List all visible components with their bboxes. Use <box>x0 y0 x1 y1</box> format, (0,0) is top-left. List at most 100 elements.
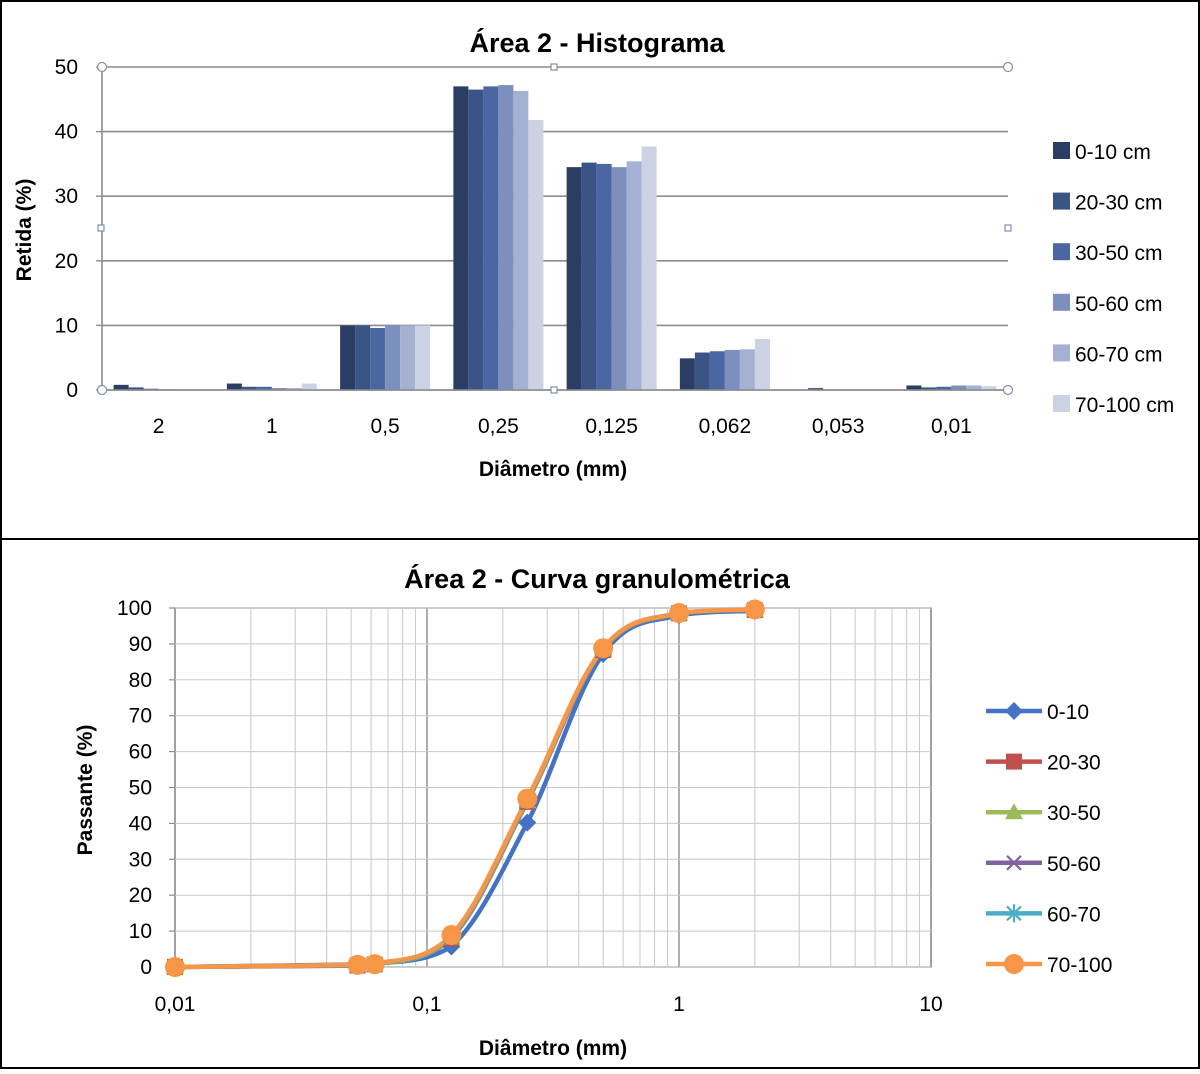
histogram-bar <box>709 351 725 390</box>
histogram-x-tick-label: 0,062 <box>699 415 752 438</box>
curve-y-axis-title: Passante (%) <box>74 725 97 856</box>
histogram-y-tick-label: 10 <box>55 314 78 337</box>
histogram-y-axis-title: Retida (%) <box>13 179 36 282</box>
selection-handle <box>96 384 108 396</box>
histogram-bar <box>739 349 755 390</box>
curve-y-tick-label: 70 <box>129 705 152 728</box>
selection-handle <box>97 224 105 232</box>
curve-series-markers <box>165 599 765 977</box>
selection-handle <box>1004 224 1012 232</box>
histogram-bar <box>679 358 695 390</box>
curve-legend-label: 50-60 <box>1047 853 1101 876</box>
histogram-bar <box>921 387 937 390</box>
curve-legend-marker <box>1004 954 1024 974</box>
histogram-bar <box>128 387 144 390</box>
histogram-y-tick-label: 20 <box>55 250 78 273</box>
histogram-bar <box>724 349 740 390</box>
histogram-bar <box>581 162 597 390</box>
histogram-bar <box>468 89 484 391</box>
histogram-legend-label: 20-30 cm <box>1075 192 1163 215</box>
curve-data-point <box>593 638 614 659</box>
curve-y-tick-label: 100 <box>117 597 152 620</box>
curve-legend-marker <box>1005 803 1023 820</box>
curve-legend-label: 60-70 <box>1047 903 1101 926</box>
histogram-bar <box>256 386 272 390</box>
histogram-bar <box>483 86 499 390</box>
histogram-x-axis-title: Diâmetro (mm) <box>479 458 627 481</box>
histogram-legend-swatch <box>1053 293 1070 311</box>
histogram-legend-label: 70-100 cm <box>1075 394 1174 417</box>
histogram-bar <box>596 163 612 390</box>
curve-legend-marker <box>1005 702 1023 720</box>
histogram-bar <box>340 325 356 390</box>
histogram-bar <box>528 119 544 391</box>
histogram-legend-label: 60-70 cm <box>1075 343 1163 366</box>
selection-handle <box>550 63 558 71</box>
curve-y-tick-label: 60 <box>129 741 152 764</box>
curve-legend-label: 70-100 <box>1047 954 1112 977</box>
curve-data-point <box>165 957 185 977</box>
curve-data-point <box>669 603 689 624</box>
curve-x-tick-label: 0,01 <box>155 993 196 1016</box>
selection-handle <box>1002 384 1014 396</box>
histogram-bar <box>271 388 287 390</box>
histogram-x-tick-label: 0,125 <box>585 415 638 438</box>
histogram-bar <box>936 386 952 390</box>
histogram-bar <box>286 388 302 390</box>
histogram-bar <box>808 388 824 390</box>
histogram-legend-label: 50-60 cm <box>1075 293 1163 316</box>
histogram-y-tick-label: 50 <box>55 56 78 79</box>
curve-title: Área 2 - Curva granulométrica <box>404 563 791 594</box>
curve-data-point <box>347 954 368 975</box>
curve-x-tick-label: 0,1 <box>412 993 441 1016</box>
histogram-bar <box>754 338 770 390</box>
histogram-bar <box>981 386 997 390</box>
histogram-bar <box>626 161 642 390</box>
histogram-bar <box>113 384 129 390</box>
curve-data-point <box>441 925 462 946</box>
curve-y-tick-label: 50 <box>129 777 152 800</box>
histogram-bars <box>113 85 997 391</box>
curve-legend-label: 20-30 <box>1047 752 1101 775</box>
histogram-bar <box>641 146 657 390</box>
histogram-bar <box>611 167 627 390</box>
curve-x-tick-label: 1 <box>673 993 685 1016</box>
chart-selection-handles <box>96 61 1014 396</box>
histogram-bar <box>370 327 386 390</box>
curve-legend-marker <box>1006 753 1022 770</box>
curve-x-ticks: 0,01 0,1 1 10 <box>155 993 943 1016</box>
curve-gridlines <box>169 607 932 968</box>
curve-x-tick-label: 10 <box>919 993 942 1016</box>
histogram-x-tick-label: 0,053 <box>812 415 865 438</box>
histogram-y-ticks: 0 10 20 30 40 50 <box>55 56 78 402</box>
curve-y-tick-label: 20 <box>129 884 152 907</box>
histogram-x-tick-label: 1 <box>266 415 278 438</box>
histogram-chart: Área 2 - Histograma 0 10 20 30 40 50 2 1 0,5 0,2… <box>13 27 1174 481</box>
histogram-bar <box>951 385 967 390</box>
histogram-x-tick-label: 2 <box>153 415 165 438</box>
curve-y-tick-label: 40 <box>129 812 152 835</box>
curve-data-point <box>744 599 765 620</box>
histogram-x-ticks: 2 1 0,5 0,25 0,125 0,062 0,053 0,01 <box>153 415 972 438</box>
histogram-bar <box>226 383 242 390</box>
curve-y-tick-label: 30 <box>129 848 152 871</box>
histogram-legend-swatch <box>1053 192 1070 210</box>
histogram-bar <box>453 86 469 390</box>
histogram-x-tick-label: 0,5 <box>371 415 400 438</box>
curve-legend-marker <box>1006 904 1022 923</box>
curve-legend: 0-10 20-30 30-50 50-60 60-70 70-100 <box>986 701 1112 977</box>
curve-y-tick-label: 90 <box>129 633 152 656</box>
curve-chart: Área 2 - Curva granulométrica 0 10 20 30 40 5… <box>74 563 1112 1060</box>
curve-data-point <box>517 788 538 809</box>
histogram-bar <box>241 386 257 390</box>
curve-y-tick-label: 0 <box>140 956 152 979</box>
curve-legend-label: 30-50 <box>1047 802 1101 825</box>
histogram-bar <box>966 385 982 390</box>
curve-data-point <box>518 813 537 832</box>
histogram-bar <box>498 85 514 390</box>
histogram-legend-label: 30-50 cm <box>1075 242 1163 265</box>
histogram-legend-swatch <box>1053 344 1070 362</box>
histogram-title: Área 2 - Histograma <box>469 27 725 58</box>
